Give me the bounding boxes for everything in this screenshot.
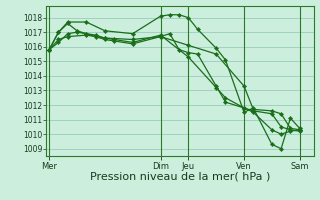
- X-axis label: Pression niveau de la mer( hPa ): Pression niveau de la mer( hPa ): [90, 172, 270, 182]
